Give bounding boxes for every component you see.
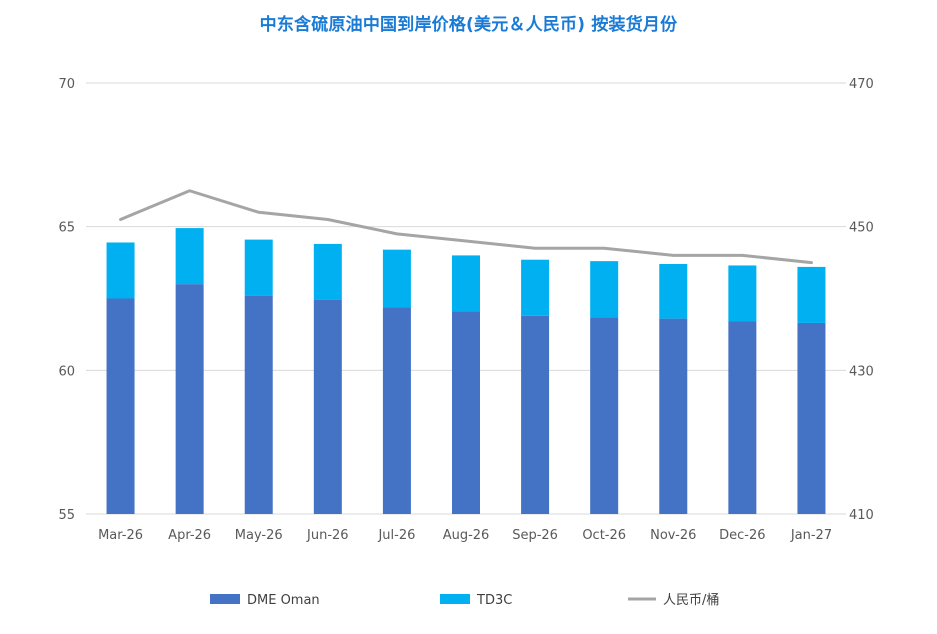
bar-dme-oman: [313, 299, 342, 514]
legend-label-rmb: 人民币/桶: [663, 593, 719, 608]
bar-dme-oman: [106, 298, 135, 514]
bar-dme-oman: [244, 295, 273, 514]
bar-td3c: [590, 261, 619, 318]
x-tick-label: Jun-26: [306, 528, 349, 543]
x-tick-label: May-26: [235, 528, 283, 543]
bar-td3c: [797, 266, 826, 323]
x-tick-label: Dec-26: [719, 528, 765, 543]
y2-tick-label: 410: [849, 508, 874, 523]
x-tick-label: Jan-27: [790, 528, 832, 543]
y-tick-label: 60: [58, 364, 75, 379]
y-tick-label: 55: [58, 508, 75, 523]
x-tick-label: Apr-26: [168, 528, 211, 543]
bar-td3c: [521, 259, 550, 316]
legend-label-td3c: TD3C: [476, 593, 512, 608]
x-tick-label: Aug-26: [443, 528, 490, 543]
bar-dme-oman: [521, 315, 550, 514]
bar-dme-oman: [659, 318, 688, 514]
y-tick-label: 65: [58, 221, 75, 236]
legend-label-dme-oman: DME Oman: [247, 593, 320, 608]
bar-td3c: [728, 265, 757, 322]
x-tick-label: Sep-26: [512, 528, 558, 543]
y2-tick-label: 470: [849, 77, 874, 92]
x-tick-label: Oct-26: [582, 528, 626, 543]
bar-td3c: [106, 242, 135, 299]
x-tick-label: Jul-26: [377, 528, 415, 543]
y-tick-label: 70: [58, 77, 75, 92]
legend-swatch-td3c: [440, 594, 470, 604]
y2-tick-label: 450: [849, 221, 874, 236]
bar-dme-oman: [382, 307, 411, 514]
bar-td3c: [244, 239, 273, 296]
bar-td3c: [659, 264, 688, 319]
x-tick-label: Nov-26: [650, 528, 696, 543]
bar-dme-oman: [175, 284, 204, 514]
x-tick-label: Mar-26: [98, 528, 143, 543]
bar-td3c: [175, 228, 204, 285]
bar-td3c: [382, 249, 411, 308]
bar-dme-oman: [452, 311, 480, 514]
bar-td3c: [452, 255, 480, 312]
bar-dme-oman: [797, 322, 826, 514]
y2-tick-label: 430: [849, 364, 874, 379]
bar-td3c: [313, 243, 342, 300]
bar-dme-oman: [728, 321, 757, 514]
legend-swatch-dme-oman: [210, 594, 240, 604]
chart-title: 中东含硫原油中国到岸价格(美元＆人民币) 按装货月份: [259, 15, 678, 35]
bar-dme-oman: [590, 317, 619, 514]
